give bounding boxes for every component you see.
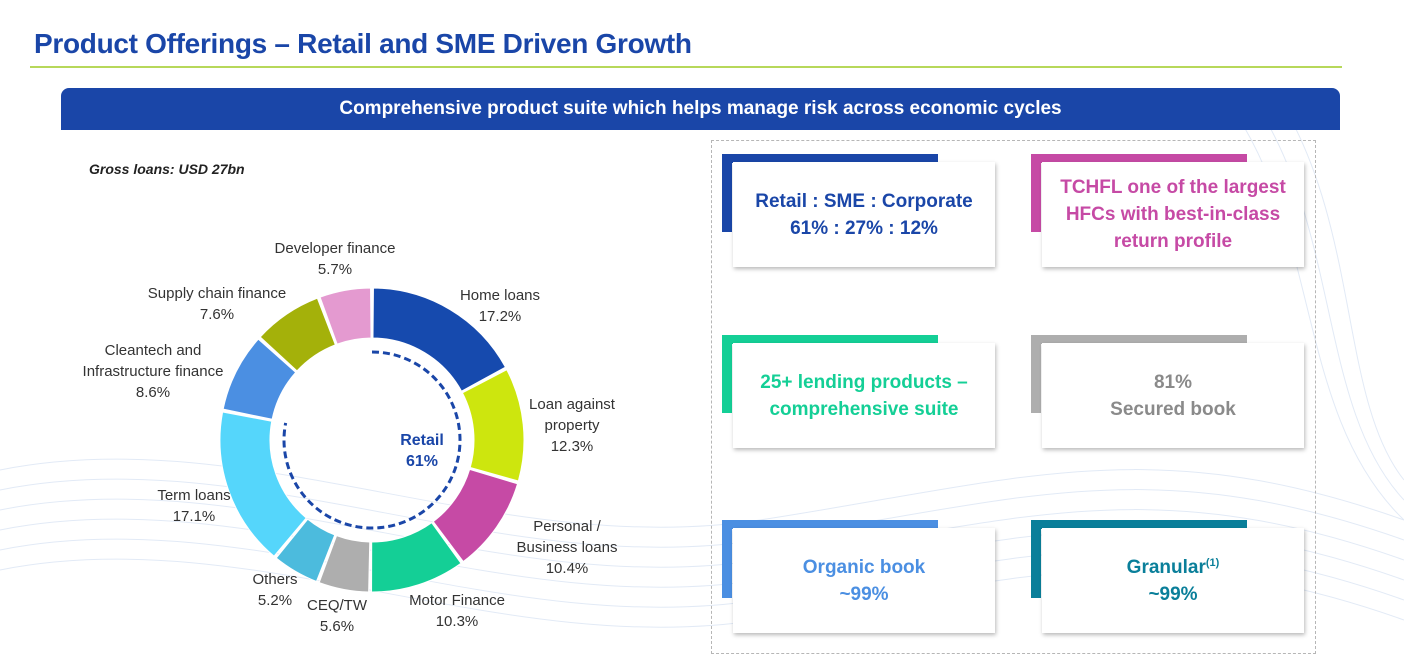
banner: Comprehensive product suite which helps … — [61, 88, 1340, 130]
card-text-line: TCHFL one of the largest — [1060, 177, 1286, 198]
footnote-marker: (1) — [1205, 556, 1220, 569]
slice-value-label: 12.3% — [551, 438, 594, 455]
slice-value-label: 10.4% — [546, 560, 589, 577]
slice-category-label: Others — [252, 571, 297, 588]
gross-loans-donut-chart: Home loans 17.2% Loan against property 12.3%… — [83, 240, 618, 635]
card-text-line: ~99% — [839, 583, 889, 605]
slice-category-label: Infrastructure finance — [83, 363, 224, 380]
donut-slice — [222, 338, 297, 420]
donut-slice — [259, 297, 336, 372]
card-text-line: 81% — [1153, 371, 1193, 393]
granular-card: Granular(1) ~99% — [1042, 528, 1304, 633]
donut-slice — [432, 468, 519, 563]
donut-slice — [371, 522, 462, 593]
donut-slice — [372, 287, 507, 392]
slice-value-label: 10.3% — [436, 613, 479, 630]
retail-center-label: Retail — [400, 432, 444, 449]
slice-category-label: Business loans — [517, 539, 618, 556]
slice-category-label: Developer finance — [275, 240, 396, 257]
title-divider — [30, 66, 1342, 68]
slice-value-label: 5.6% — [320, 618, 354, 635]
retail-sme-corporate-accent-bar — [722, 154, 938, 163]
retail-center-label: 61% — [406, 453, 438, 470]
organic-book-accent-bar — [722, 520, 938, 529]
tchfl-card: TCHFL one of the largest HFCs with best-i… — [1042, 162, 1304, 267]
slice-value-label: 5.7% — [318, 261, 352, 278]
slice-category-label: Personal / — [533, 518, 601, 535]
tchfl-accent-bar — [1031, 154, 1247, 163]
secured-book-accent-bar — [1031, 335, 1247, 344]
page-title: Product Offerings – Retail and SME Drive… — [34, 28, 692, 59]
card-text-line: return profile — [1113, 231, 1233, 252]
slice-category-label: Home loans — [460, 287, 540, 304]
donut-slice — [318, 535, 371, 593]
donut-slice — [461, 369, 525, 482]
slice-category-label: Motor Finance — [409, 592, 505, 609]
highlights-panel — [711, 140, 1316, 654]
slice-category-label: Supply chain finance — [148, 285, 286, 302]
card-text-line: Secured book — [1110, 398, 1236, 420]
slice-category-label: Cleantech and — [105, 342, 202, 359]
slice-category-label: Term loans — [157, 487, 230, 504]
organic-book-card: Organic book ~99% — [733, 528, 995, 633]
card-text-line: HFCs with best-in-class — [1065, 204, 1281, 225]
slice-category-label: Loan against — [529, 396, 616, 413]
card-text-line: ~99% — [1148, 583, 1198, 605]
card-text-line: 25+ lending products – — [760, 371, 968, 393]
lending-products-card: 25+ lending products – comprehensive suit… — [733, 343, 995, 448]
slice-category-label: property — [544, 417, 600, 434]
donut-slice — [219, 411, 307, 557]
tchfl-accent-side — [1031, 154, 1041, 232]
card-text-line: Organic book — [802, 556, 926, 578]
retail-dashed-arc — [282, 350, 462, 530]
granular-accent-side — [1031, 520, 1041, 598]
chart-title: Gross loans: USD 27bn — [89, 161, 245, 177]
lending-products-accent-bar — [722, 335, 938, 344]
lending-products-accent-side — [722, 335, 732, 413]
donut-slice — [319, 287, 372, 345]
slice-value-label: 17.1% — [173, 508, 216, 525]
retail-sme-corporate-accent-side — [722, 154, 732, 232]
retail-sme-corporate-card: Retail : SME : Corporate 61% : 27% : 12% — [733, 162, 995, 267]
slice-category-label: CEQ/TW — [307, 597, 368, 614]
slice-value-label: 17.2% — [479, 308, 522, 325]
card-text-line: Granular(1) — [1126, 556, 1220, 578]
slice-value-label: 7.6% — [200, 306, 234, 323]
organic-book-accent-side — [722, 520, 732, 598]
slice-value-label: 8.6% — [136, 384, 170, 401]
card-text-line: 61% : 27% : 12% — [790, 217, 938, 239]
card-text-line: Retail : SME : Corporate — [755, 190, 973, 212]
secured-book-accent-side — [1031, 335, 1041, 413]
card-text-line: comprehensive suite — [769, 398, 959, 420]
donut-slice — [275, 518, 336, 583]
slice-value-label: 5.2% — [258, 592, 292, 609]
secured-book-card: 81% Secured book — [1042, 343, 1304, 448]
granular-accent-bar — [1031, 520, 1247, 529]
